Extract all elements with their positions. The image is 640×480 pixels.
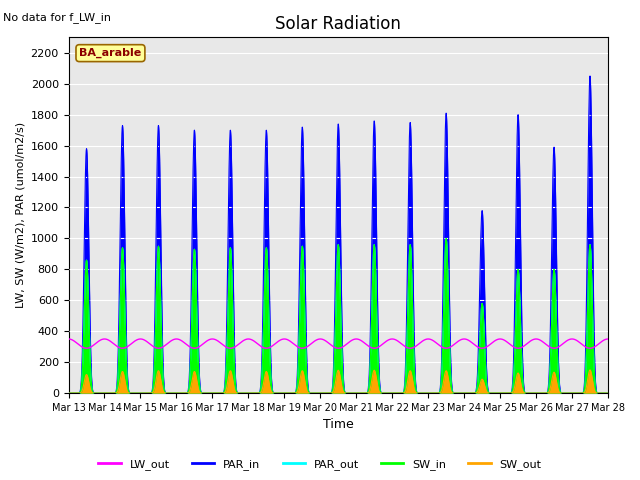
Text: No data for f_LW_in: No data for f_LW_in <box>3 12 111 23</box>
Text: BA_arable: BA_arable <box>79 48 141 58</box>
X-axis label: Time: Time <box>323 419 354 432</box>
Y-axis label: LW, SW (W/m2), PAR (umol/m2/s): LW, SW (W/m2), PAR (umol/m2/s) <box>15 122 25 308</box>
Legend: LW_out, PAR_in, PAR_out, SW_in, SW_out: LW_out, PAR_in, PAR_out, SW_in, SW_out <box>94 455 546 474</box>
Title: Solar Radiation: Solar Radiation <box>275 15 401 33</box>
